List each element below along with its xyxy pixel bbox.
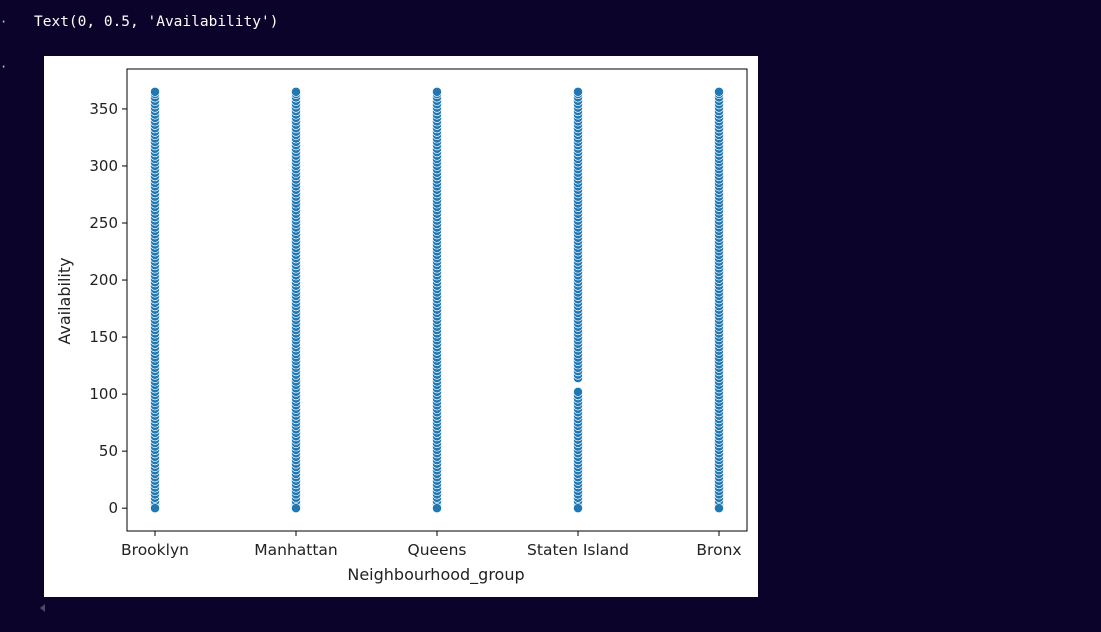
chevron-left-icon[interactable]	[40, 604, 45, 612]
cell-gutter-marker: ·	[0, 15, 8, 29]
scatter-point	[432, 86, 442, 97]
scatter-point	[291, 503, 301, 514]
cell-output-text: Text(0, 0.5, 'Availability')	[34, 14, 279, 30]
y-axis: 0 50 100 150 200 250 300 350	[89, 100, 127, 517]
x-tick-label: Queens	[408, 541, 467, 559]
scatter-chart: 0 50 100 150 200 250 300 350 Brooklyn Manhattan Q…	[55, 68, 748, 585]
scatter-point	[150, 86, 160, 97]
x-axis-label: Neighbourhood_group	[347, 565, 524, 585]
y-axis-label: Availability	[55, 257, 74, 344]
chart-markers	[150, 86, 724, 514]
x-tick-label: Staten Island	[527, 541, 629, 559]
chart-figure: 0 50 100 150 200 250 300 350 Brooklyn Manhattan Q…	[44, 56, 758, 597]
y-tick-label: 300	[89, 157, 118, 175]
scatter-point	[573, 86, 583, 97]
x-tick-label: Bronx	[696, 541, 741, 559]
scatter-point	[573, 503, 583, 514]
scatter-point	[150, 503, 160, 514]
scatter-point	[714, 503, 724, 514]
x-axis: Brooklyn Manhattan Queens Staten Island Bron…	[121, 531, 742, 559]
scatter-point	[291, 86, 301, 97]
x-tick-label: Manhattan	[254, 541, 338, 559]
scatter-point	[432, 503, 442, 514]
scatter-point	[573, 386, 583, 397]
y-tick-label: 100	[89, 385, 118, 403]
y-tick-label: 350	[89, 100, 118, 118]
cell-gutter-marker: ·	[0, 60, 8, 74]
y-tick-label: 0	[108, 499, 118, 517]
y-tick-label: 250	[89, 214, 118, 232]
scatter-point	[714, 86, 724, 97]
y-tick-label: 150	[89, 328, 118, 346]
y-tick-label: 50	[99, 442, 118, 460]
y-tick-label: 200	[89, 271, 118, 289]
x-tick-label: Brooklyn	[121, 541, 189, 559]
